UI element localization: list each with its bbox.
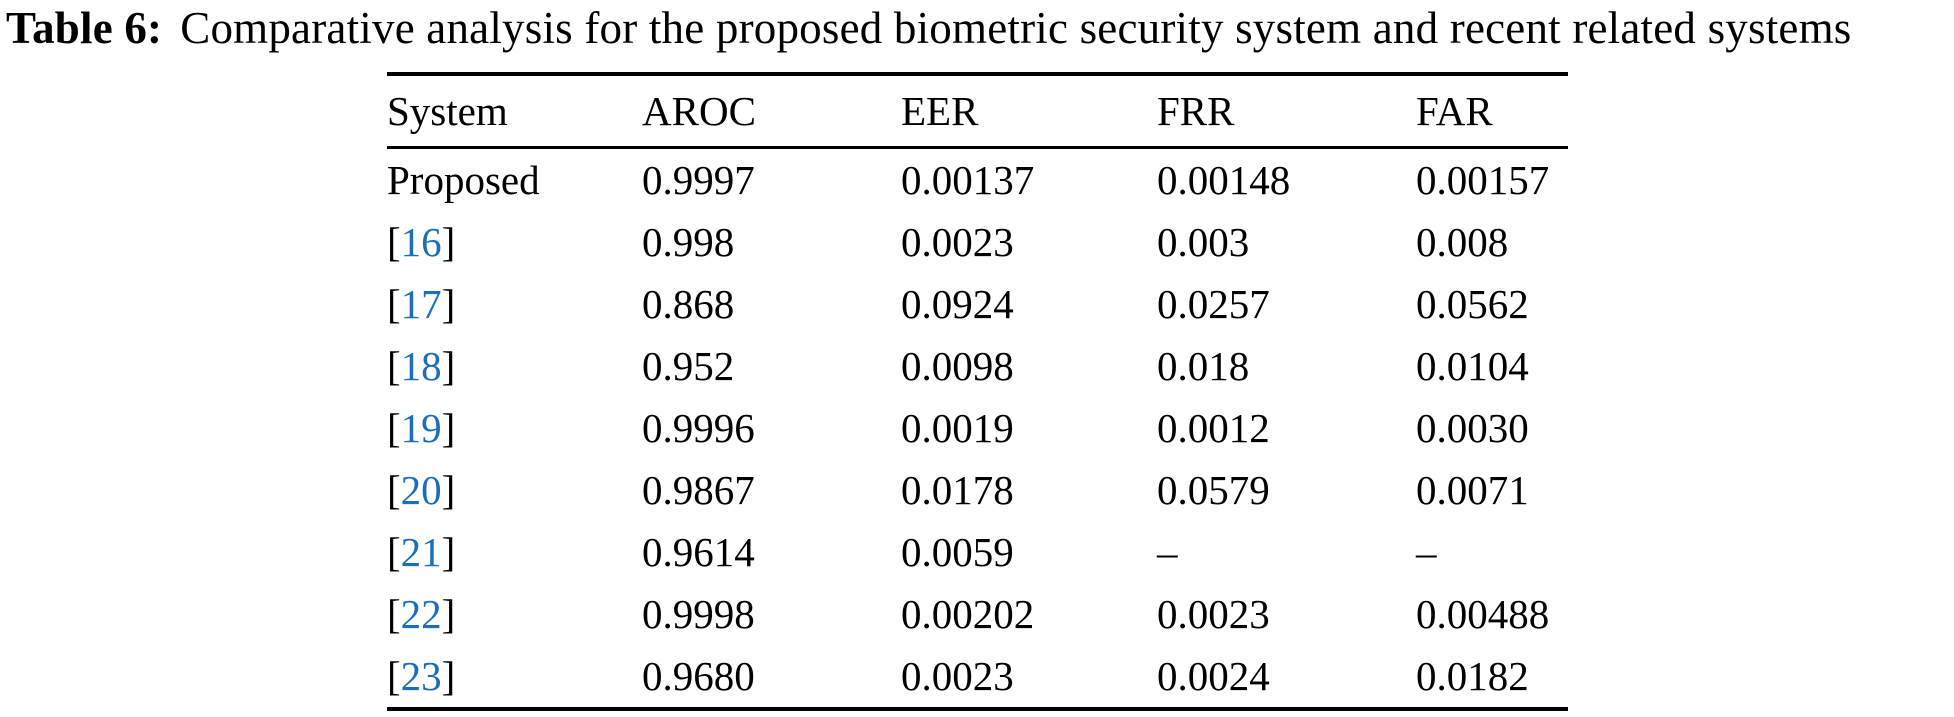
value-cell-frr: 0.0012 bbox=[1157, 405, 1270, 451]
citation-link[interactable]: 18 bbox=[400, 343, 442, 389]
table-caption-label: Table 6: bbox=[6, 3, 163, 53]
value-cell-aroc: 0.868 bbox=[642, 281, 735, 327]
value-cell-far: 0.008 bbox=[1416, 219, 1509, 265]
value-cell-far: 0.00157 bbox=[1416, 157, 1550, 203]
value-cell-eer: 0.0023 bbox=[901, 219, 1014, 265]
system-cell: [21] bbox=[387, 521, 642, 583]
system-cell: [17] bbox=[387, 273, 642, 335]
table-row: [19] 0.9996 0.0019 0.0012 0.0030 bbox=[387, 397, 1568, 459]
comparison-table: System AROC EER FRR FAR Proposed 0.9997 0.0013… bbox=[387, 72, 1568, 711]
value-cell-eer: 0.0059 bbox=[901, 529, 1014, 575]
value-cell-frr: 0.0024 bbox=[1157, 653, 1270, 699]
citation-bracket-open: [ bbox=[387, 405, 401, 451]
value-cell-frr: 0.0579 bbox=[1157, 467, 1270, 513]
citation-bracket-open: [ bbox=[387, 281, 401, 327]
column-header-eer: EER bbox=[901, 88, 979, 134]
citation-bracket-close: ] bbox=[441, 591, 456, 637]
column-header-frr: FRR bbox=[1157, 88, 1235, 134]
value-cell-aroc: 0.998 bbox=[642, 219, 735, 265]
table-body: Proposed 0.9997 0.00137 0.00148 0.00157 [16] 0… bbox=[387, 148, 1568, 710]
column-header-system: System bbox=[387, 88, 508, 134]
citation-bracket-open: [ bbox=[387, 219, 401, 265]
citation-link[interactable]: 23 bbox=[400, 653, 442, 699]
value-cell-frr: 0.00148 bbox=[1157, 157, 1291, 203]
table-row: [18] 0.952 0.0098 0.018 0.0104 bbox=[387, 335, 1568, 397]
citation-link[interactable]: 16 bbox=[400, 219, 442, 265]
value-cell-far: – bbox=[1416, 529, 1437, 575]
value-cell-far: 0.0182 bbox=[1416, 653, 1529, 699]
value-cell-aroc: 0.9614 bbox=[642, 529, 755, 575]
value-cell-far: 0.0562 bbox=[1416, 281, 1529, 327]
table-header: System AROC EER FRR FAR bbox=[387, 74, 1568, 148]
value-cell-eer: 0.0924 bbox=[901, 281, 1014, 327]
citation-bracket-open: [ bbox=[387, 467, 401, 513]
table-caption-text: Comparative analysis for the proposed bi… bbox=[180, 3, 1852, 53]
value-cell-frr: 0.003 bbox=[1157, 219, 1250, 265]
citation-bracket-open: [ bbox=[387, 653, 401, 699]
system-cell: [18] bbox=[387, 335, 642, 397]
table-row: [23] 0.9680 0.0023 0.0024 0.0182 bbox=[387, 645, 1568, 709]
value-cell-eer: 0.00202 bbox=[901, 591, 1035, 637]
system-cell: [23] bbox=[387, 645, 642, 709]
citation-bracket-open: [ bbox=[387, 529, 401, 575]
citation-bracket-close: ] bbox=[441, 281, 456, 327]
value-cell-aroc: 0.952 bbox=[642, 343, 735, 389]
column-header-far: FAR bbox=[1416, 88, 1493, 134]
table-row: [22] 0.9998 0.00202 0.0023 0.00488 bbox=[387, 583, 1568, 645]
value-cell-eer: 0.0178 bbox=[901, 467, 1014, 513]
system-cell: [19] bbox=[387, 397, 642, 459]
citation-bracket-close: ] bbox=[441, 653, 456, 699]
table-row: [20] 0.9867 0.0178 0.0579 0.0071 bbox=[387, 459, 1568, 521]
table-row: [17] 0.868 0.0924 0.0257 0.0562 bbox=[387, 273, 1568, 335]
value-cell-far: 0.00488 bbox=[1416, 591, 1550, 637]
system-cell: [22] bbox=[387, 583, 642, 645]
citation-link[interactable]: 21 bbox=[400, 529, 442, 575]
citation-bracket-open: [ bbox=[387, 591, 401, 637]
column-header-aroc: AROC bbox=[642, 88, 756, 134]
citation-bracket-close: ] bbox=[441, 343, 456, 389]
table-row: Proposed 0.9997 0.00137 0.00148 0.00157 bbox=[387, 148, 1568, 212]
value-cell-aroc: 0.9996 bbox=[642, 405, 755, 451]
value-cell-aroc: 0.9998 bbox=[642, 591, 755, 637]
value-cell-frr: – bbox=[1157, 529, 1178, 575]
value-cell-eer: 0.0098 bbox=[901, 343, 1014, 389]
value-cell-eer: 0.0023 bbox=[901, 653, 1014, 699]
system-cell: Proposed bbox=[387, 157, 540, 203]
table-caption: Table 6: Comparative analysis for the pro… bbox=[6, 2, 1852, 54]
citation-link[interactable]: 20 bbox=[400, 467, 442, 513]
value-cell-frr: 0.018 bbox=[1157, 343, 1250, 389]
citation-link[interactable]: 22 bbox=[400, 591, 442, 637]
value-cell-aroc: 0.9867 bbox=[642, 467, 755, 513]
value-cell-frr: 0.0257 bbox=[1157, 281, 1270, 327]
value-cell-eer: 0.00137 bbox=[901, 157, 1035, 203]
value-cell-frr: 0.0023 bbox=[1157, 591, 1270, 637]
citation-bracket-close: ] bbox=[441, 219, 456, 265]
value-cell-far: 0.0071 bbox=[1416, 467, 1529, 513]
citation-link[interactable]: 17 bbox=[400, 281, 442, 327]
value-cell-far: 0.0104 bbox=[1416, 343, 1529, 389]
table-row: [21] 0.9614 0.0059– – bbox=[387, 521, 1568, 583]
value-cell-far: 0.0030 bbox=[1416, 405, 1529, 451]
citation-bracket-close: ] bbox=[441, 529, 456, 575]
table-row: [16] 0.998 0.0023 0.003 0.008 bbox=[387, 211, 1568, 273]
value-cell-aroc: 0.9997 bbox=[642, 157, 755, 203]
citation-bracket-close: ] bbox=[441, 405, 456, 451]
citation-bracket-open: [ bbox=[387, 343, 401, 389]
value-cell-eer: 0.0019 bbox=[901, 405, 1014, 451]
citation-bracket-close: ] bbox=[441, 467, 456, 513]
header-row: System AROC EER FRR FAR bbox=[387, 74, 1568, 148]
system-cell: [20] bbox=[387, 459, 642, 521]
value-cell-aroc: 0.9680 bbox=[642, 653, 755, 699]
citation-link[interactable]: 19 bbox=[400, 405, 442, 451]
system-cell: [16] bbox=[387, 211, 642, 273]
